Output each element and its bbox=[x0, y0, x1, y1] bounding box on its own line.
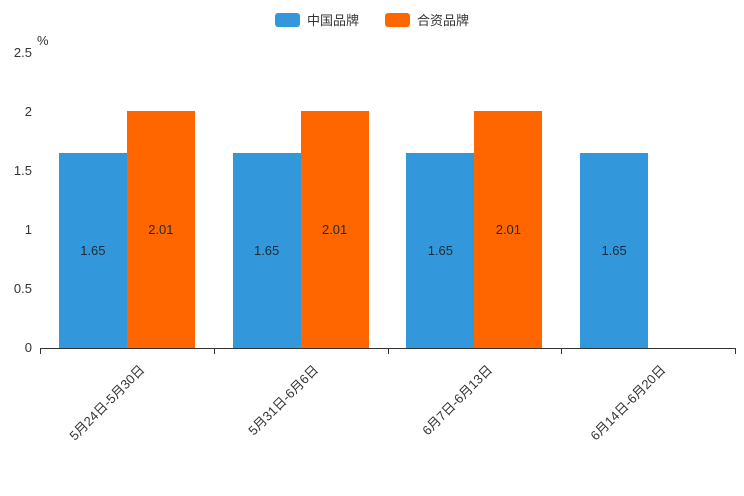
x-axis-tick bbox=[40, 348, 41, 354]
x-axis-category-label: 5月31日-6月6日 bbox=[245, 362, 322, 439]
y-axis-tick-label: 1.5 bbox=[13, 163, 32, 178]
legend-item-china-brands[interactable]: 中国品牌 bbox=[274, 10, 359, 29]
chart-legend: 中国品牌 合资品牌 bbox=[0, 10, 744, 29]
y-axis-tick-label: 1 bbox=[24, 222, 32, 237]
y-axis-tick-label: 0 bbox=[24, 340, 32, 355]
bar-value-label: 2.01 bbox=[495, 221, 522, 237]
y-axis-tick-label: 0.5 bbox=[13, 281, 32, 296]
x-axis-tick bbox=[735, 348, 736, 354]
bar-合资品牌-2: 2.01 bbox=[300, 110, 369, 348]
legend-label-joint-venture-brands: 合资品牌 bbox=[417, 13, 470, 28]
legend-item-joint-venture-brands[interactable]: 合资品牌 bbox=[385, 10, 469, 29]
x-axis-category-label: 5月24日-5月30日 bbox=[66, 362, 148, 444]
bar-中国品牌-2: 1.65 bbox=[232, 153, 301, 348]
legend-swatch-blue bbox=[274, 12, 300, 27]
y-axis-tick-label: 2 bbox=[24, 104, 32, 119]
bar-value-label: 1.65 bbox=[427, 243, 454, 259]
bar-value-label: 1.65 bbox=[80, 243, 106, 259]
legend-swatch-orange bbox=[385, 12, 410, 27]
x-axis-tick bbox=[561, 348, 563, 354]
y-axis-tick-label: 2.5 bbox=[13, 45, 32, 60]
bar-合资品牌-3: 2.01 bbox=[474, 110, 543, 348]
bar-value-label: 2.01 bbox=[148, 221, 174, 237]
bar-value-label: 2.01 bbox=[321, 221, 348, 237]
x-axis-category-label: 6月14日-6月20日 bbox=[587, 362, 669, 444]
bar-中国品牌-1: 1.65 bbox=[58, 153, 127, 348]
x-axis-tick bbox=[387, 348, 389, 354]
x-axis-category-label: 6月7日-6月13日 bbox=[419, 362, 496, 439]
bar-value-label: 1.65 bbox=[601, 243, 627, 259]
y-axis-unit-label: % bbox=[37, 33, 49, 48]
bar-合资品牌-1: 2.01 bbox=[126, 110, 195, 348]
bar-中国品牌-3: 1.65 bbox=[406, 153, 475, 348]
bar-中国品牌-4: 1.65 bbox=[580, 153, 649, 348]
x-axis-tick bbox=[213, 348, 215, 354]
bar-value-label: 1.65 bbox=[253, 243, 280, 259]
legend-label-china-brands: 中国品牌 bbox=[306, 13, 359, 28]
